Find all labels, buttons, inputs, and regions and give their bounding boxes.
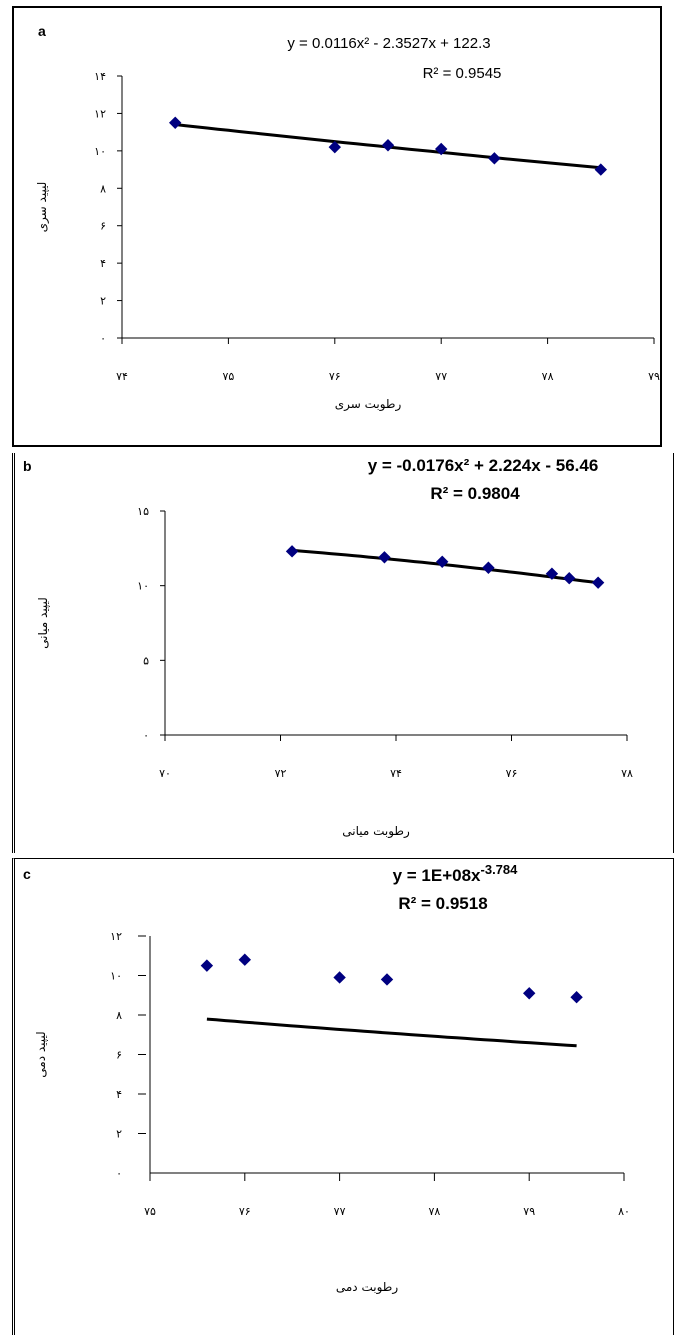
trendline-equation: y = 0.0116x² - 2.3527x + 122.3: [287, 35, 490, 52]
data-point: [200, 959, 214, 972]
y-tick-label: ۱۰: [94, 145, 106, 158]
x-tick-label: ۷۵: [144, 1205, 156, 1218]
data-point: [328, 140, 342, 154]
equation-exponent: -3.784: [481, 862, 519, 877]
data-point: [434, 142, 448, 156]
chart-panel-a: a ۰ ۲ ۴ ۶ ۸ ۱۰ ۱۲ ۱۴ ۷۴ ۷۵ ۷۶ ۷۷ ۷۸ ۷۹ رطوبت سری لیپید س…: [12, 6, 662, 447]
y-tick-label: ۲: [116, 1128, 122, 1141]
data-point: [238, 953, 252, 966]
data-point: [482, 561, 495, 574]
y-tick-label: ۱۰: [110, 970, 122, 983]
y-tick-label: ۱۵: [137, 505, 149, 518]
data-point: [591, 576, 605, 589]
y-tick-label: ۶: [116, 1049, 122, 1062]
x-tick-label: ۷۶: [506, 767, 518, 780]
data-point: [522, 987, 536, 1000]
x-axis-title: رطوبت میانی: [342, 824, 410, 839]
data-point: [435, 555, 449, 568]
x-tick-label: ۷۸: [542, 370, 554, 383]
r-squared-label: R² = 0.9545: [423, 65, 502, 82]
panel-label: b: [23, 458, 32, 474]
panel-label: a: [38, 23, 46, 39]
data-point: [285, 545, 299, 558]
chart-svg-b: b ۰ ۵ ۱۰ ۱۵ ۷۰ ۷۲ ۷۴ ۷۶ ۷۸ رطوبت میانی لیپید میانی y…: [23, 456, 633, 839]
data-point: [378, 551, 391, 564]
x-tick-label: ۷۵: [222, 370, 234, 383]
chart-panel-c: c ۰ ۲ ۴ ۶ ۸ ۱۰ ۱۲ ۷۵ ۷۶ ۷۷ ۷۸ ۷۹ ۸۰ رطوبت دمی لیپید دمی…: [12, 858, 674, 1335]
y-tick-label: ۸: [100, 182, 106, 195]
y-tick-label: ۱۲: [94, 107, 106, 120]
y-axis-title: لیپید میانی: [36, 597, 50, 649]
data-point: [168, 116, 182, 129]
y-tick-label: ۰: [116, 1167, 122, 1180]
x-tick-label: ۷۶: [239, 1205, 251, 1218]
chart-panel-b: b ۰ ۵ ۱۰ ۱۵ ۷۰ ۷۲ ۷۴ ۷۶ ۷۸ رطوبت میانی لیپید میانی y…: [12, 453, 674, 853]
chart-svg-c: c ۰ ۲ ۴ ۶ ۸ ۱۰ ۱۲ ۷۵ ۷۶ ۷۷ ۷۸ ۷۹ ۸۰ رطوبت دمی لیپید دمی…: [23, 862, 630, 1296]
x-tick-label: ۷۴: [390, 767, 402, 780]
trendline-equation: y = -0.0176x² + 2.224x - 56.46: [368, 456, 599, 475]
data-point: [545, 567, 559, 580]
trendline-equation: y = 1E+08x-3.784: [393, 862, 519, 886]
x-tick-label: ۷۸: [621, 767, 633, 780]
y-tick-label: ۴: [100, 257, 106, 270]
x-tick-label: ۷۹: [648, 370, 660, 383]
x-tick-label: ۸۰: [618, 1205, 630, 1218]
panel-label: c: [23, 866, 31, 882]
y-tick-label: ۸: [116, 1009, 122, 1022]
data-point: [488, 152, 501, 165]
y-tick-label: ۴: [116, 1088, 122, 1101]
x-tick-label: ۷۷: [435, 370, 447, 383]
y-tick-label: ۲: [100, 295, 106, 308]
y-axis-title: لیپید دمی: [34, 1031, 48, 1077]
x-tick-label: ۷۹: [523, 1205, 535, 1218]
y-tick-label: ۰: [143, 729, 149, 742]
r-squared-label: R² = 0.9518: [398, 894, 487, 913]
x-tick-label: ۷۶: [329, 370, 341, 383]
data-point: [563, 571, 576, 585]
x-tick-label: ۷۷: [334, 1205, 346, 1218]
y-tick-label: ۱۴: [94, 70, 106, 83]
x-axis-title: رطوبت سری: [335, 397, 402, 412]
y-tick-label: ۱۰: [137, 580, 149, 593]
x-tick-label: ۷۸: [428, 1205, 440, 1218]
x-tick-label: ۷۲: [275, 767, 287, 780]
x-tick-label: ۷۴: [116, 370, 128, 383]
r-squared-label: R² = 0.9804: [430, 484, 520, 503]
y-tick-label: ۱۲: [110, 930, 122, 943]
trend-line: [206, 1017, 577, 1048]
y-axis-title: لیپید سری: [35, 182, 50, 233]
data-point: [333, 971, 346, 984]
x-tick-label: ۷۰: [159, 767, 171, 780]
y-tick-label: ۰: [100, 332, 106, 345]
y-tick-label: ۶: [100, 220, 106, 233]
y-tick-label: ۵: [143, 654, 149, 667]
x-axis-title: رطوبت دمی: [336, 1280, 398, 1295]
data-point: [381, 139, 395, 152]
data-point: [594, 163, 608, 176]
data-point: [380, 973, 394, 986]
data-point: [570, 991, 583, 1004]
chart-svg-a: a ۰ ۲ ۴ ۶ ۸ ۱۰ ۱۲ ۱۴ ۷۴ ۷۵ ۷۶ ۷۷ ۷۸ ۷۹ رطوبت سری لیپید س…: [35, 23, 660, 412]
